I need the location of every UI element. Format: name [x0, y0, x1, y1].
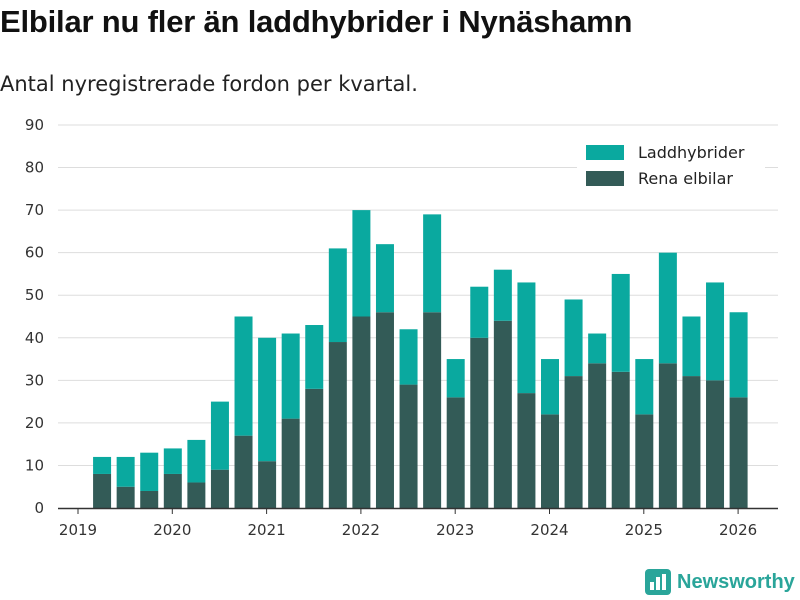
bar-laddhybrider: [588, 333, 607, 364]
y-tick-label: 80: [25, 159, 44, 177]
y-tick-label: 70: [25, 201, 44, 219]
bar-laddhybrider: [706, 282, 725, 381]
bar-rena-elbilar: [281, 418, 300, 508]
brand-name: Newsworthy: [677, 570, 795, 593]
y-tick-label: 90: [25, 116, 44, 134]
chart-subtitle: Antal nyregistrerade fordon per kvartal.: [0, 72, 418, 96]
bar-rena-elbilar: [706, 380, 725, 508]
legend-swatch: [586, 145, 624, 160]
bar-rena-elbilar: [588, 363, 607, 508]
chart-title: Elbilar nu fler än laddhybrider i Nynäsh…: [0, 4, 633, 39]
bar-rena-elbilar: [375, 312, 394, 508]
bar-rena-elbilar: [163, 473, 182, 508]
bar-chart-logo-icon: [645, 569, 671, 595]
y-tick-label: 40: [25, 329, 44, 347]
bar-laddhybrider: [328, 248, 347, 343]
bar-rena-elbilar: [187, 482, 206, 508]
y-tick-label: 50: [25, 286, 44, 304]
bar-laddhybrider: [163, 448, 182, 474]
bar-rena-elbilar: [258, 461, 277, 508]
x-tick-label: 2021: [248, 521, 286, 539]
bar-laddhybrider: [305, 325, 324, 389]
bar-rena-elbilar: [729, 397, 748, 508]
bar-rena-elbilar: [399, 384, 418, 508]
bar-rena-elbilar: [517, 393, 536, 508]
bar-rena-elbilar: [635, 414, 654, 508]
bar-rena-elbilar: [470, 337, 489, 508]
legend-label: Laddhybrider: [638, 143, 745, 162]
y-tick-label: 10: [25, 456, 44, 474]
bar-laddhybrider: [116, 456, 135, 487]
x-tick-label: 2025: [625, 521, 663, 539]
bar-laddhybrider: [611, 273, 630, 372]
bar-rena-elbilar: [493, 320, 512, 508]
bar-laddhybrider: [541, 359, 559, 415]
bar-laddhybrider: [187, 439, 206, 483]
bar-laddhybrider: [140, 452, 159, 491]
bar-rena-elbilar: [658, 363, 677, 508]
bar-rena-elbilar: [541, 414, 559, 508]
bar-rena-elbilar: [446, 397, 465, 508]
bar-rena-elbilar: [234, 435, 253, 508]
bar-laddhybrider: [564, 299, 583, 377]
bar-laddhybrider: [234, 316, 253, 436]
x-tick-label: 2022: [342, 521, 380, 539]
bar-laddhybrider: [635, 359, 654, 415]
x-tick-label: 2026: [719, 521, 757, 539]
x-tick-label: 2023: [436, 521, 474, 539]
bar-rena-elbilar: [352, 316, 371, 508]
bar-rena-elbilar: [210, 469, 229, 508]
y-axis-ticks: 0 10 20 30 40 50 60 70 80 90: [25, 116, 44, 517]
bar-rena-elbilar: [611, 371, 630, 508]
bar-rena-elbilar: [305, 388, 324, 508]
y-tick-label: 60: [25, 244, 44, 262]
legend-label: Rena elbilar: [638, 169, 733, 188]
bar-laddhybrider: [423, 214, 442, 313]
bar-rena-elbilar: [423, 312, 442, 508]
bar-laddhybrider: [352, 210, 371, 317]
bar-rena-elbilar: [93, 473, 112, 508]
bar-rena-elbilar: [564, 376, 583, 508]
bar-laddhybrider: [658, 252, 677, 364]
bar-laddhybrider: [729, 312, 748, 398]
legend: Laddhybrider Rena elbilar: [577, 140, 765, 196]
bar-laddhybrider: [258, 337, 277, 462]
bar-rena-elbilar: [328, 342, 347, 508]
bar-rena-elbilar: [140, 490, 159, 508]
bar-laddhybrider: [399, 329, 418, 385]
bars: [93, 210, 748, 508]
x-tick-label: 2024: [530, 521, 568, 539]
bar-laddhybrider: [446, 359, 465, 398]
bar-laddhybrider: [470, 286, 489, 338]
bar-laddhybrider: [281, 333, 300, 419]
x-tick-label: 2020: [153, 521, 191, 539]
y-tick-label: 0: [34, 499, 44, 517]
x-tick-label: 2019: [59, 521, 97, 539]
bar-laddhybrider: [375, 244, 394, 313]
legend-swatch: [586, 171, 624, 186]
bar-rena-elbilar: [116, 486, 135, 508]
bar-laddhybrider: [210, 401, 229, 470]
bar-rena-elbilar: [682, 376, 701, 508]
y-tick-label: 30: [25, 371, 44, 389]
x-axis: 2019 2020 2021 2022 2023 2024 2025 2026: [58, 507, 778, 539]
bar-laddhybrider: [517, 282, 536, 394]
bar-laddhybrider: [493, 269, 512, 321]
bar-laddhybrider: [93, 456, 112, 474]
bar-laddhybrider: [682, 316, 701, 377]
y-tick-label: 20: [25, 414, 44, 432]
brand-logo: Newsworthy: [645, 569, 795, 595]
